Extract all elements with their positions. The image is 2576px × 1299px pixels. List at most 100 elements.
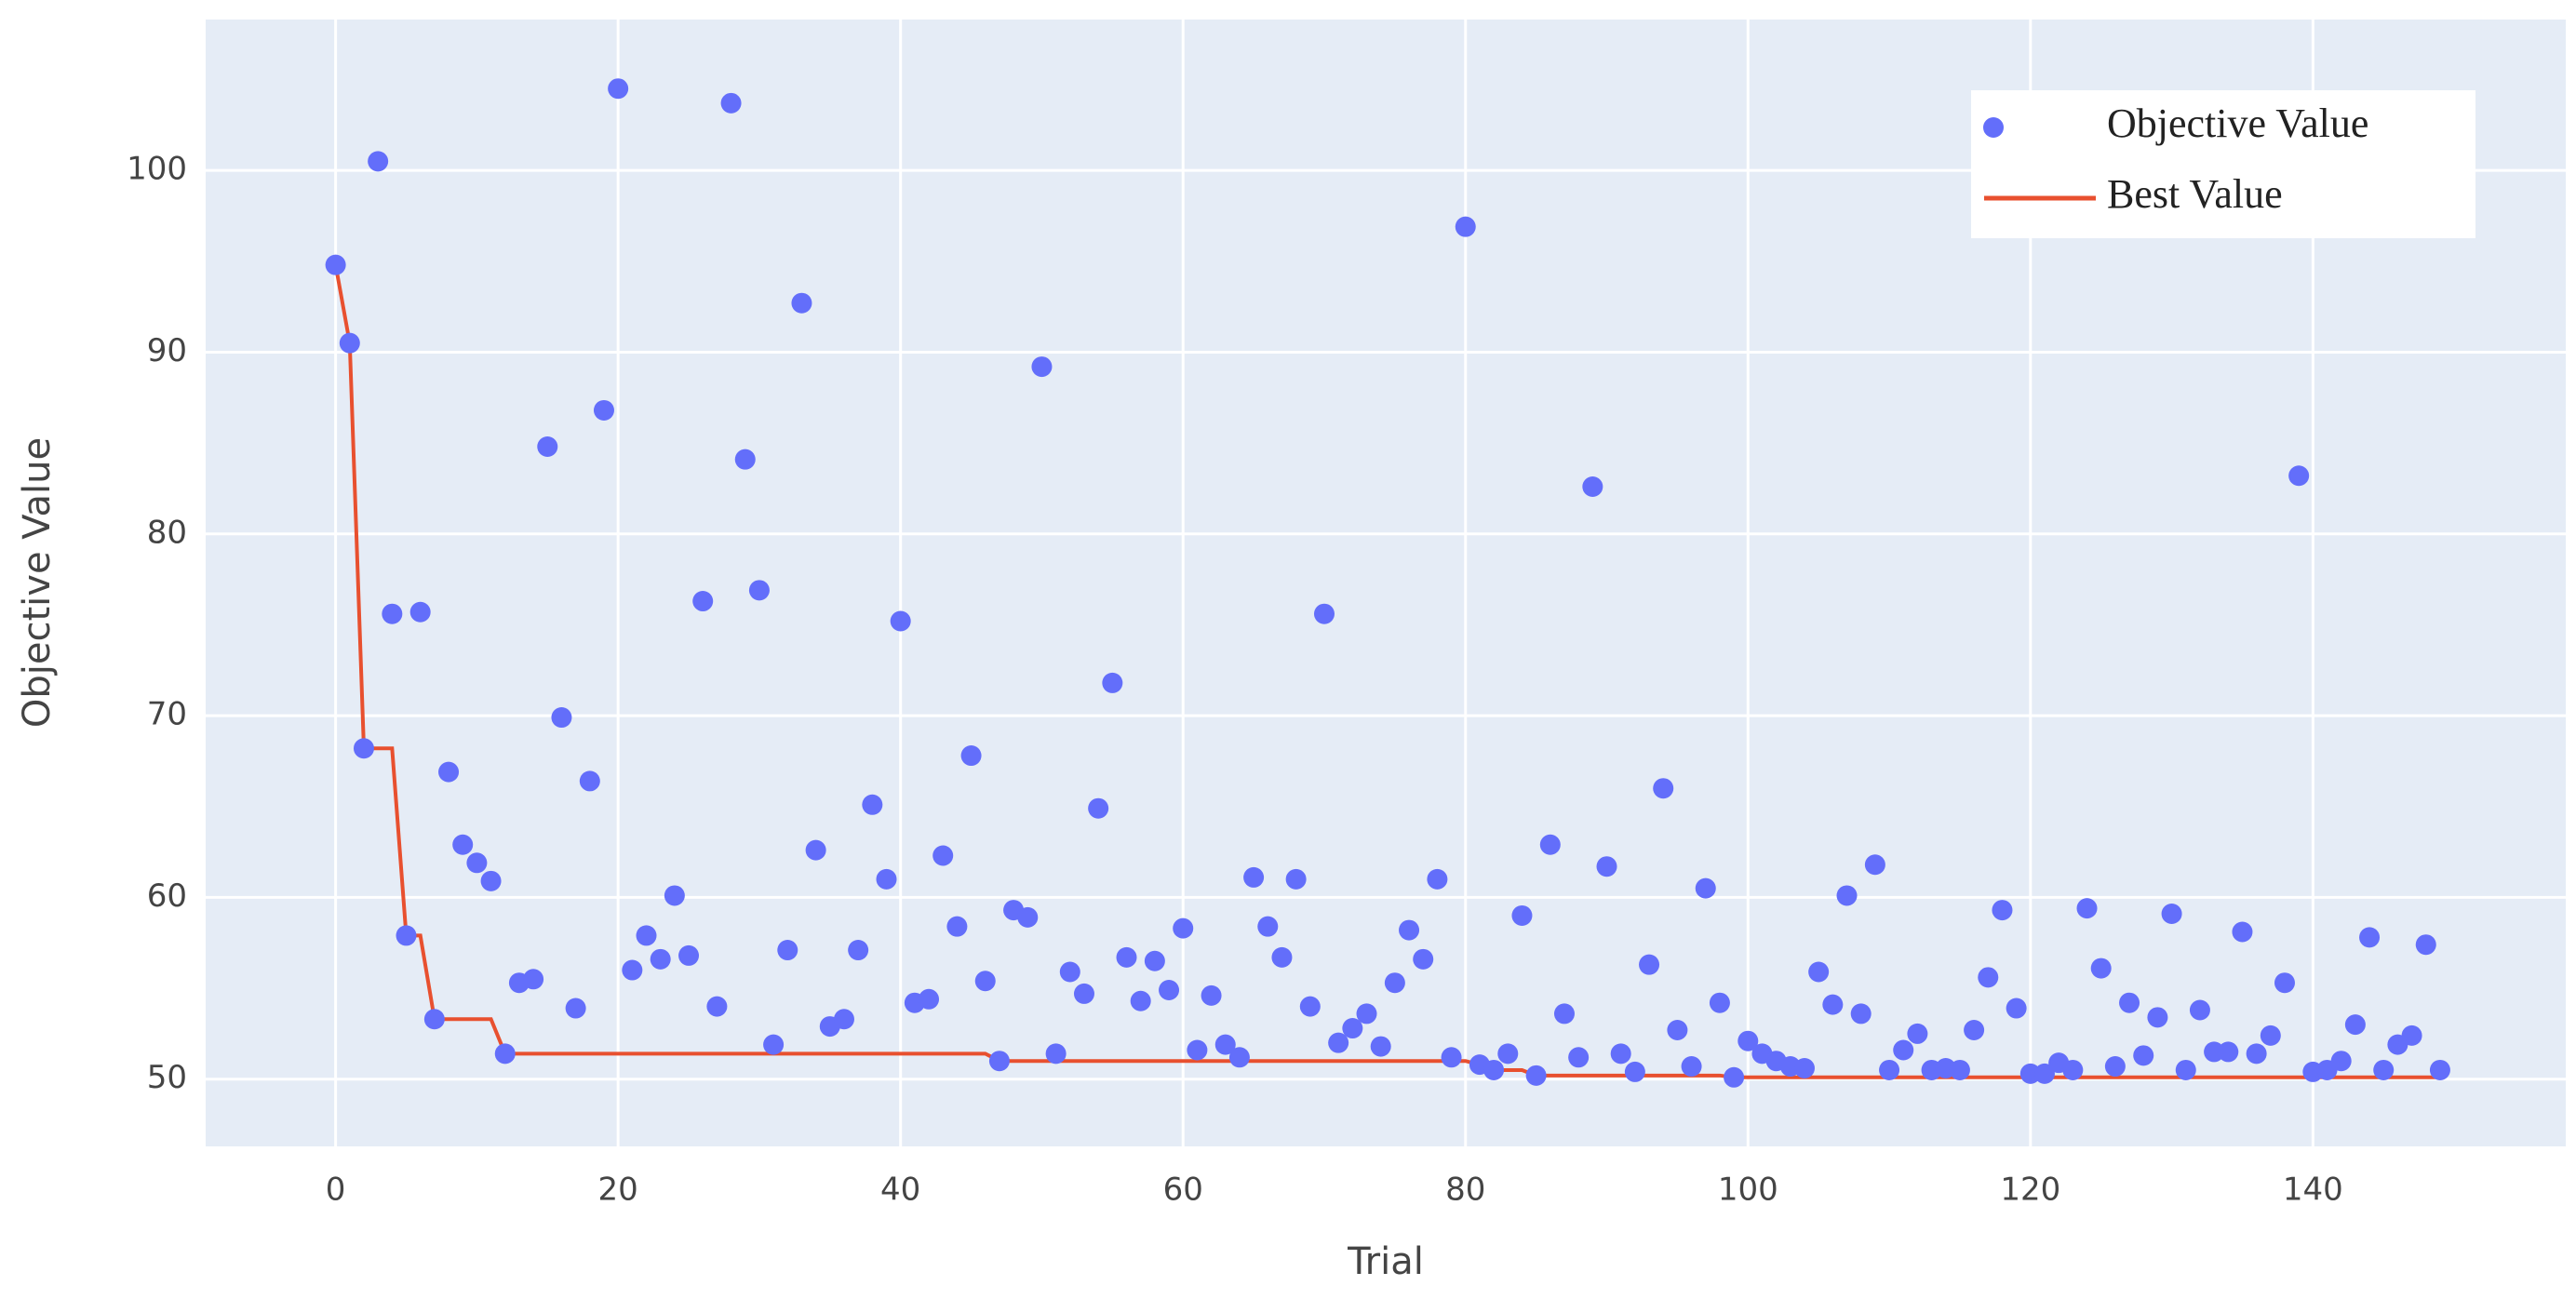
objective-point: [777, 940, 798, 961]
objective-point: [1667, 1019, 1688, 1040]
objective-point: [2232, 921, 2253, 943]
objective-point: [353, 738, 374, 759]
objective-point: [1879, 1059, 1900, 1080]
objective-point: [2359, 927, 2381, 948]
objective-point: [339, 332, 360, 354]
objective-point: [1539, 834, 1561, 855]
legend-symbol: [1983, 117, 2004, 138]
objective-point: [2330, 1051, 2352, 1072]
x-axis-title: Trial: [1347, 1240, 1424, 1283]
objective-point: [805, 839, 826, 861]
objective-point: [396, 925, 417, 946]
objective-point: [1610, 1043, 1631, 1065]
objective-point: [1228, 1047, 1250, 1068]
objective-point: [791, 292, 812, 314]
objective-point: [480, 870, 502, 891]
objective-point: [2119, 992, 2140, 1013]
objective-point: [1017, 906, 1039, 928]
objective-point: [2006, 998, 2027, 1019]
objective-point: [2076, 898, 2098, 919]
objective-point: [523, 969, 544, 990]
y-tick-label: 60: [147, 877, 187, 915]
objective-point: [1596, 856, 1617, 877]
objective-point: [2246, 1043, 2267, 1065]
objective-point: [748, 580, 770, 601]
objective-point: [2260, 1024, 2281, 1046]
objective-point: [1384, 972, 1405, 994]
objective-point: [622, 959, 643, 981]
x-tick-label: 80: [1445, 1172, 1485, 1209]
legend-box: [1971, 90, 2475, 238]
objective-point: [325, 254, 346, 275]
objective-point: [1893, 1039, 1914, 1061]
objective-point: [2133, 1045, 2154, 1066]
objective-point: [466, 852, 488, 874]
objective-point: [1299, 996, 1321, 1017]
objective-point: [1313, 603, 1335, 624]
objective-point: [2373, 1059, 2395, 1080]
objective-point: [988, 1051, 1010, 1072]
objective-point: [2019, 1063, 2041, 1084]
objective-point: [1130, 990, 1151, 1011]
objective-point: [1159, 980, 1180, 1001]
objective-point: [1568, 1047, 1590, 1068]
objective-point: [2090, 958, 2112, 979]
objective-point: [960, 745, 982, 767]
objective-point: [1214, 1034, 1236, 1055]
objective-point: [664, 885, 685, 906]
objective-point: [1639, 954, 1660, 975]
objective-point: [1031, 356, 1053, 378]
x-tick-label: 60: [1163, 1172, 1203, 1209]
objective-point: [1073, 983, 1094, 1004]
objective-point: [1257, 916, 1279, 937]
legend-label: Objective Value: [2107, 100, 2368, 146]
y-tick-label: 70: [147, 696, 187, 733]
objective-point: [1441, 1047, 1462, 1068]
objective-point: [2401, 1024, 2422, 1046]
x-tick-label: 100: [1718, 1172, 1778, 1209]
objective-point: [2189, 999, 2210, 1021]
objective-point: [1808, 961, 1830, 983]
objective-point: [2147, 1007, 2168, 1028]
objective-point: [862, 794, 883, 815]
objective-point: [848, 940, 869, 961]
y-axis-title: Objective Value: [16, 437, 59, 728]
objective-point: [1088, 797, 1109, 819]
objective-point: [1285, 868, 1307, 890]
y-tick-label: 50: [147, 1059, 187, 1096]
objective-point: [2415, 934, 2436, 956]
objective-point: [1964, 1019, 1985, 1040]
objective-point: [1582, 475, 1603, 497]
objective-point: [1413, 948, 1434, 970]
objective-point: [636, 925, 657, 946]
objective-point: [1243, 866, 1265, 888]
objective-point: [1822, 994, 1844, 1015]
objective-point: [2288, 465, 2310, 487]
objective-point: [1992, 900, 2013, 921]
x-tick-label: 40: [880, 1172, 920, 1209]
objective-point: [720, 92, 742, 114]
objective-point: [1116, 946, 1137, 968]
objective-point: [494, 1043, 516, 1065]
objective-point: [368, 151, 389, 172]
objective-point: [2429, 1059, 2450, 1080]
y-tick-label: 80: [147, 514, 187, 551]
objective-point: [833, 1009, 854, 1030]
objective-point: [1793, 1058, 1815, 1079]
objective-point: [1724, 1066, 1745, 1088]
objective-point: [678, 944, 700, 966]
objective-point: [1187, 1039, 1208, 1061]
objective-point: [1427, 868, 1448, 890]
objective-point: [1553, 1003, 1575, 1024]
objective-point: [946, 916, 968, 937]
objective-point: [932, 845, 954, 866]
objective-point: [409, 601, 431, 623]
objective-point: [423, 1009, 445, 1030]
objective-point: [1399, 919, 1420, 941]
objective-point: [2204, 1041, 2225, 1063]
objective-point: [1045, 1043, 1067, 1065]
objective-point: [1737, 1030, 1759, 1051]
objective-point: [1949, 1059, 1970, 1080]
objective-point: [1864, 854, 1885, 876]
objective-point: [2344, 1014, 2366, 1036]
